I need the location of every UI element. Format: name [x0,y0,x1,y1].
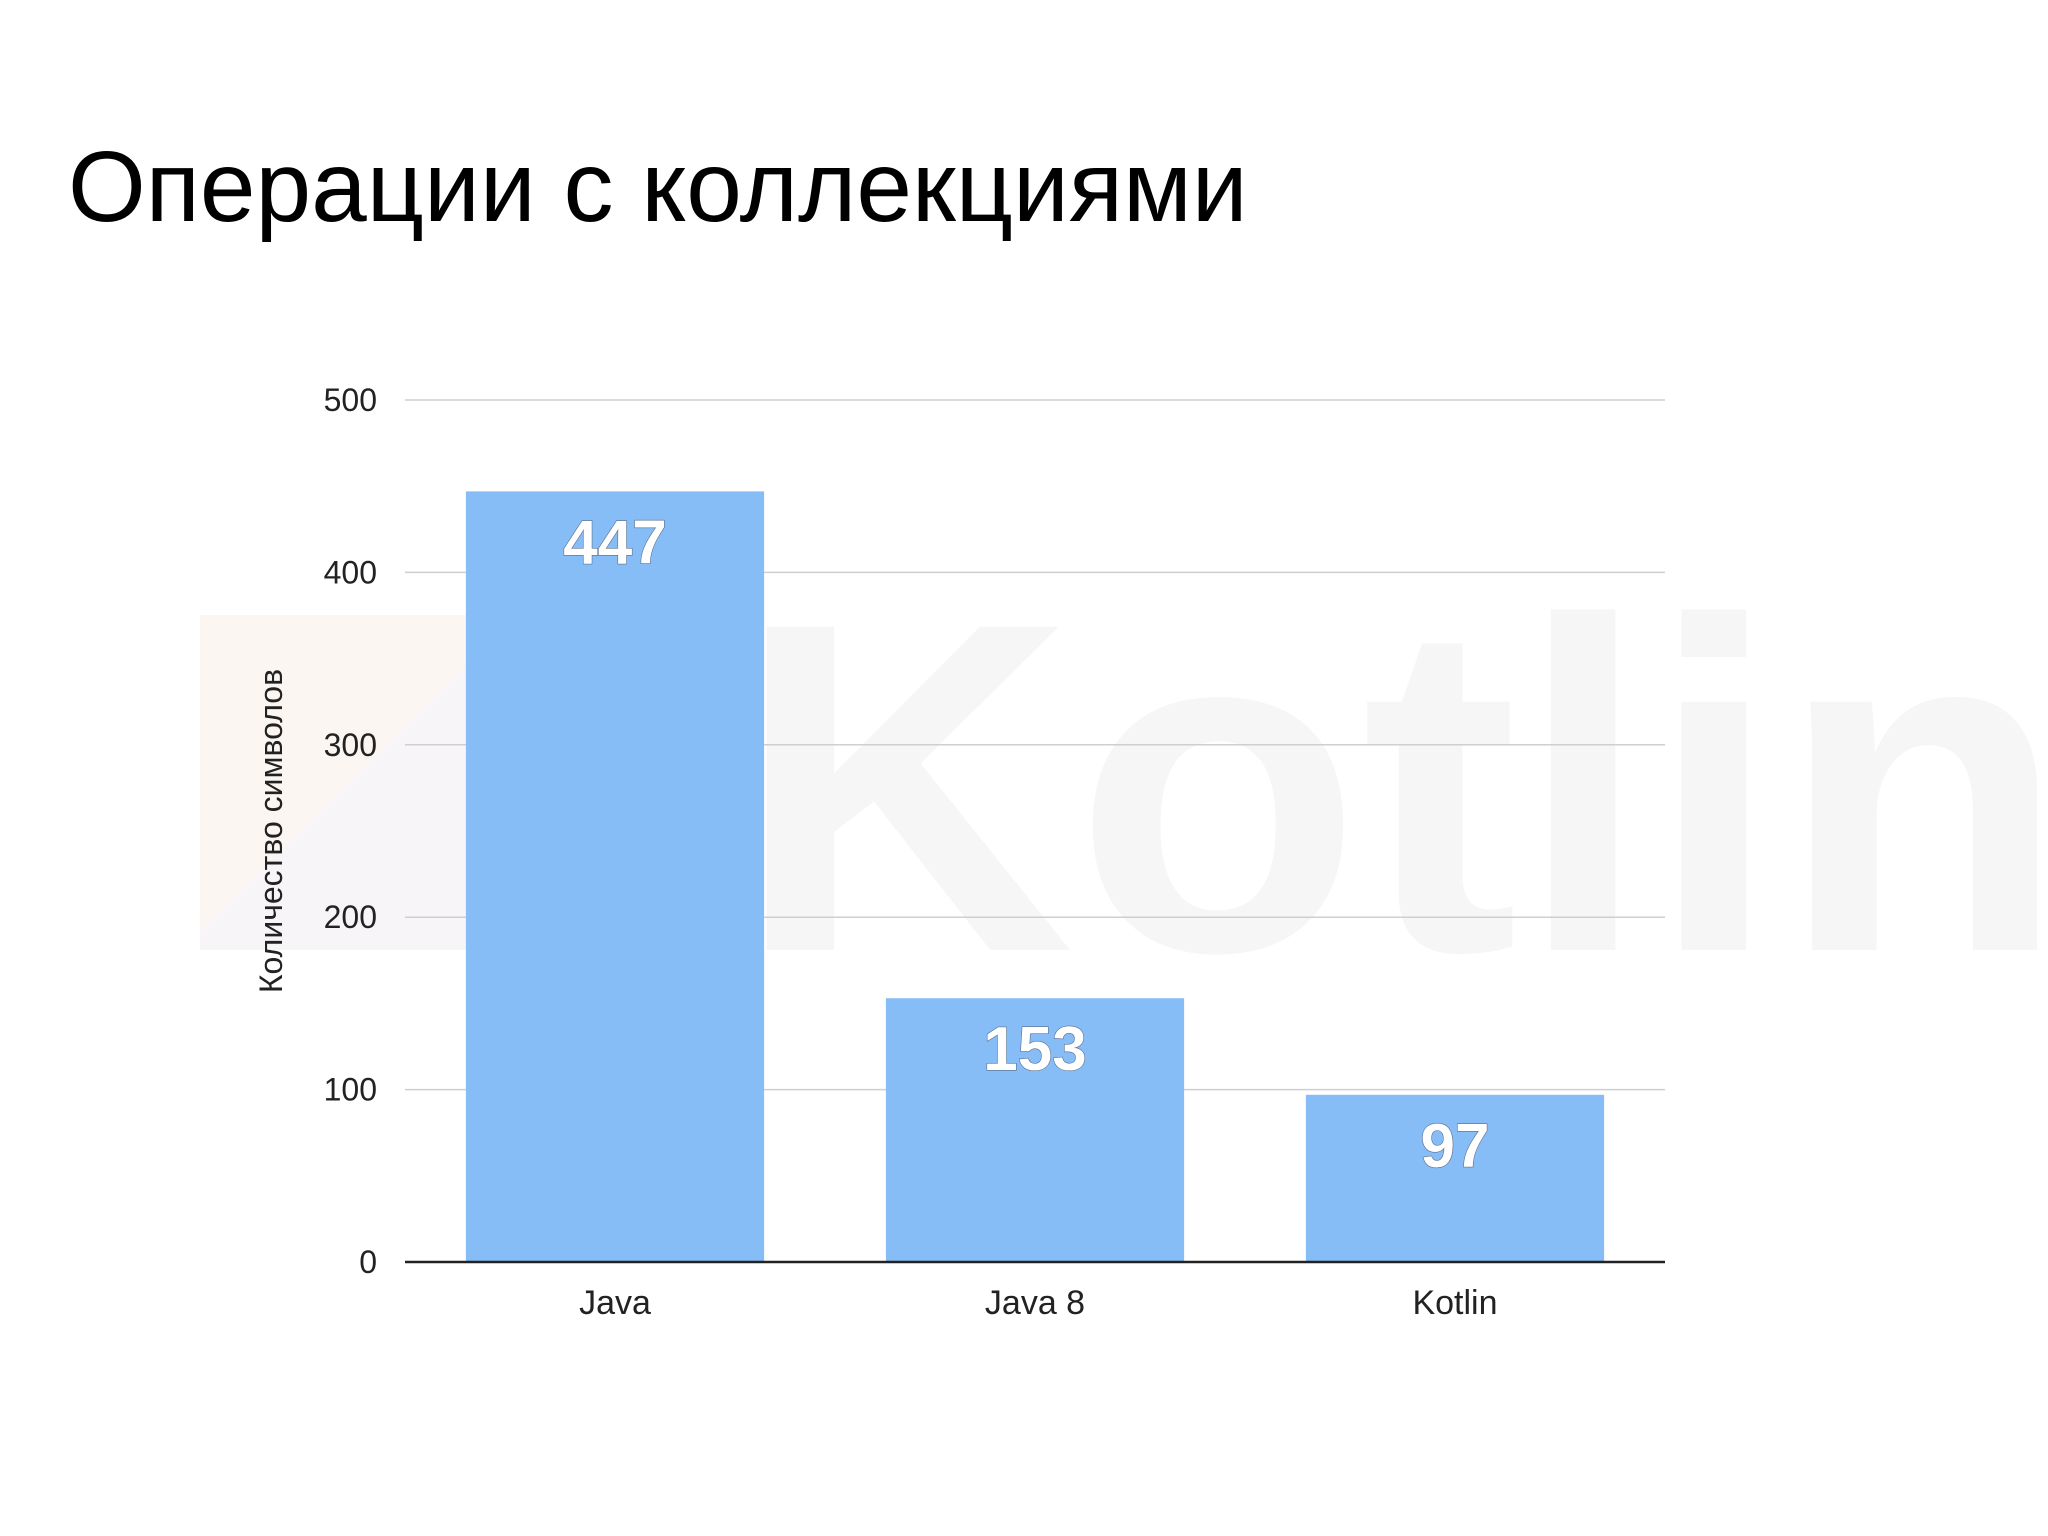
watermark-text: Kotlin [735,525,2048,1050]
y-tick-label: 300 [324,727,377,763]
y-axis-label: Количество символов [253,669,289,993]
bar [465,491,765,1262]
y-tick-label: 500 [324,382,377,418]
bar [885,998,1185,1262]
bar [1305,1094,1605,1262]
x-tick-label: Java [579,1284,651,1322]
bars [465,491,1605,1262]
y-tick-label: 200 [324,899,377,935]
kotlin-logo-icon-lower [200,615,515,950]
y-tick-label: 0 [359,1244,377,1280]
data-label: 153 [983,1015,1086,1084]
x-tick-label: Kotlin [1412,1284,1497,1322]
kotlin-watermark: Kotlin [200,525,2048,1050]
data-label: 447 [563,508,666,577]
y-tick-label: 400 [324,554,377,590]
slide-title: Операции с коллекциями [68,131,1248,243]
labels: 0 100 200 300 400 500 447 Java 153 Java 8 97 Kotlin… [253,382,1498,1322]
data-label: 97 [1421,1112,1490,1181]
y-tick-label: 100 [324,1072,377,1108]
x-tick-label: Java 8 [985,1284,1085,1322]
